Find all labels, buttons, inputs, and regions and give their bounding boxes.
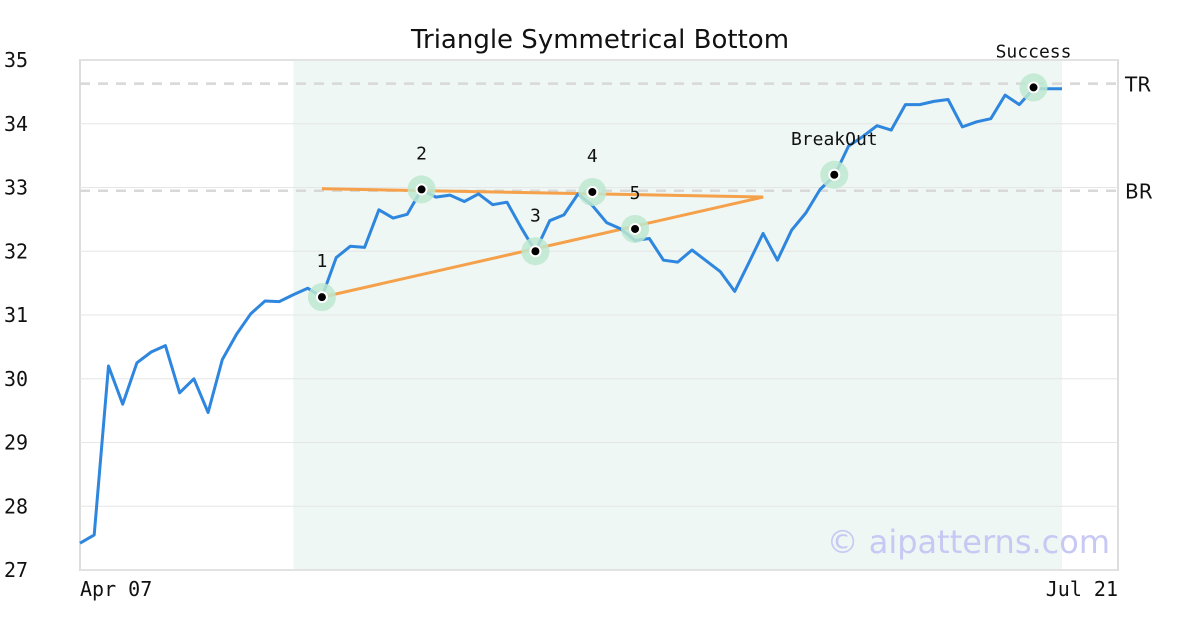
marker-point-3	[529, 245, 542, 258]
y-tick-label: 32	[4, 239, 28, 263]
x-tick-label: Jul 21	[1046, 577, 1118, 601]
y-tick-label: 34	[4, 112, 28, 136]
y-tick-label: 28	[4, 494, 28, 518]
marker-label-4: 4	[587, 146, 598, 167]
reference-label-br: BR	[1125, 180, 1153, 204]
marker-label-2: 2	[416, 143, 427, 164]
y-tick-label: 35	[4, 48, 28, 72]
y-tick-label: 31	[4, 303, 28, 327]
marker-point-breakout	[828, 168, 841, 181]
y-tick-label: 33	[4, 176, 28, 200]
marker-label-5: 5	[630, 183, 641, 204]
marker-label-breakout: BreakOut	[791, 129, 878, 150]
marker-point-success	[1027, 81, 1040, 94]
marker-point-4	[586, 185, 599, 198]
marker-point-2	[415, 183, 428, 196]
y-tick-label: 27	[4, 558, 28, 582]
marker-point-5	[629, 222, 642, 235]
x-tick-label: Apr 07	[80, 577, 152, 601]
watermark: © aipatterns.com	[827, 523, 1110, 561]
marker-label-success: Success	[996, 41, 1072, 62]
y-tick-label: 30	[4, 367, 28, 391]
marker-label-1: 1	[317, 251, 328, 272]
reference-label-tr: TR	[1124, 73, 1151, 97]
price-line	[79, 87, 1062, 545]
y-tick-label: 29	[4, 431, 28, 455]
upper-trendline	[321, 187, 764, 199]
chart-title: Triangle Symmetrical Bottom	[410, 25, 789, 55]
marker-label-3: 3	[530, 205, 541, 226]
marker-point-1	[315, 291, 328, 304]
